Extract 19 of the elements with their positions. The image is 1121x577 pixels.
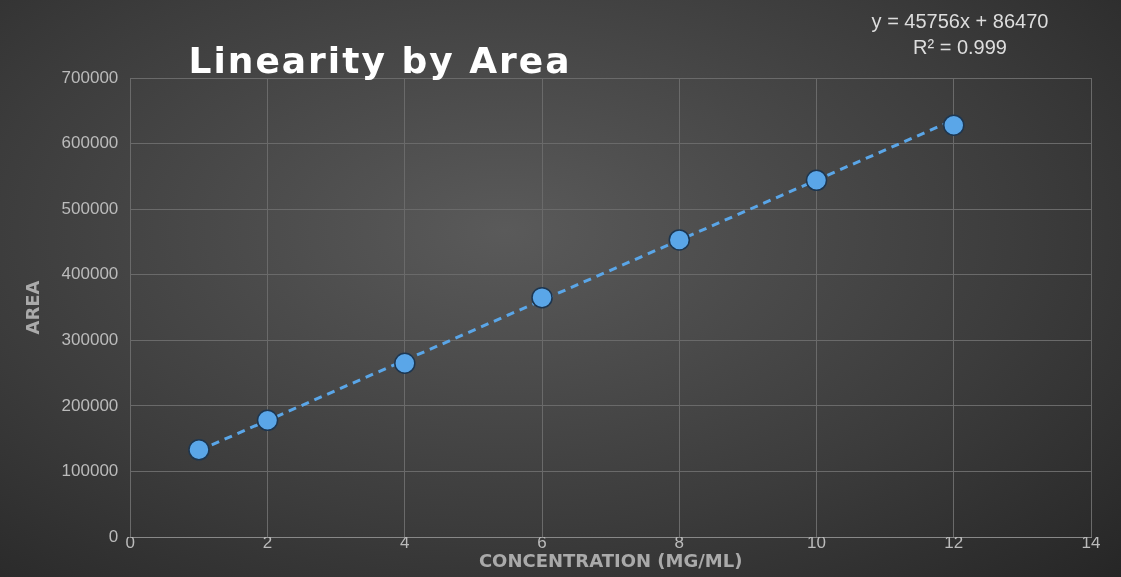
y-tick-label: 300000 [61, 329, 119, 349]
y-tick-label: 200000 [61, 395, 119, 415]
y-axis-title: AREA [22, 280, 44, 335]
y-tick-label: 700000 [61, 67, 119, 87]
point [943, 114, 965, 136]
y-tick-label: 100000 [61, 461, 119, 481]
point [668, 229, 691, 251]
point [531, 286, 553, 309]
y-tick-label: 500000 [61, 198, 119, 218]
y-tick-label: 400000 [61, 264, 119, 284]
point [256, 409, 279, 432]
y-tick-label: 600000 [61, 133, 119, 153]
point [805, 169, 828, 192]
text: y = 45756x + 86470 [870, 9, 1050, 34]
point [188, 439, 210, 461]
chart-title: Linearity by Area [188, 40, 572, 81]
point [394, 352, 416, 374]
x-axis-title: CONCENTRATION (MG/ML) [478, 549, 743, 571]
text: R² = 0.999 [912, 35, 1008, 60]
